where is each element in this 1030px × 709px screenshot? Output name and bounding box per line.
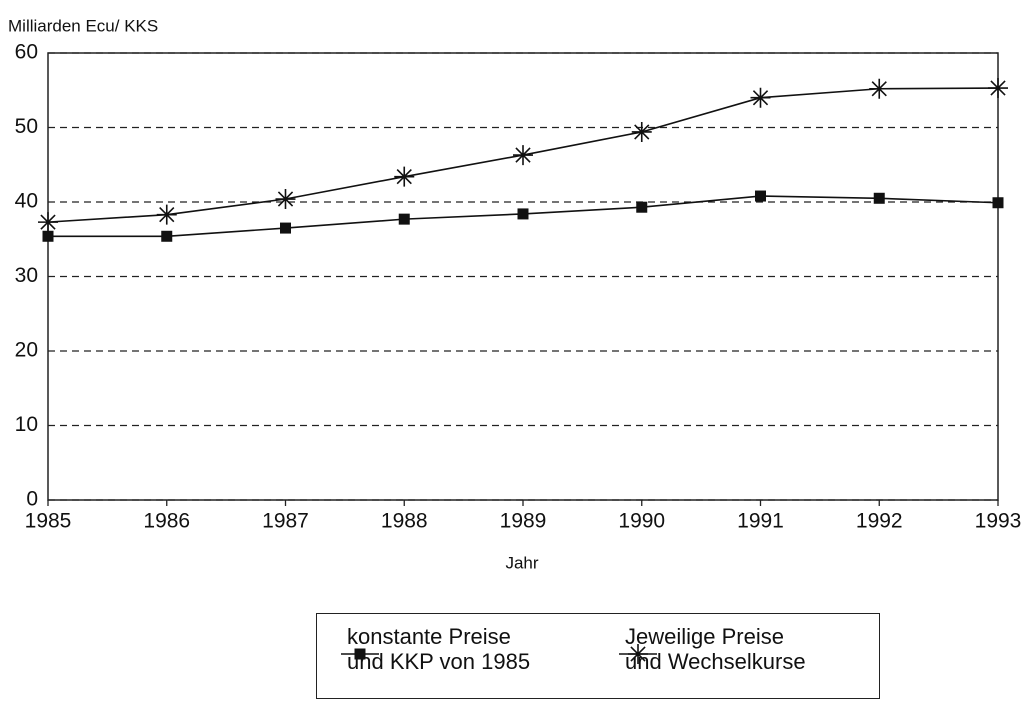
star-marker [750, 87, 771, 108]
legend-label: Jeweilige Preise und Wechselkurse [625, 624, 806, 674]
legend: konstante Preise und KKP von 1985 Jeweili… [316, 613, 880, 699]
x-tick-label: 1990 [618, 510, 665, 533]
x-tick-label: 1986 [143, 510, 190, 533]
x-tick-label: 1985 [25, 510, 72, 533]
square-marker [755, 190, 766, 202]
x-tick-label: 1988 [381, 510, 428, 533]
legend-label: konstante Preise und KKP von 1985 [347, 624, 531, 674]
square-marker [636, 201, 648, 213]
star-marker [869, 78, 890, 99]
square-marker [354, 648, 366, 660]
legend-symbol [619, 644, 657, 664]
square-marker [398, 213, 410, 225]
x-tick-label: 1989 [500, 510, 547, 533]
y-tick-label: 10 [15, 413, 38, 436]
y-tick-label: 20 [15, 339, 38, 362]
star-marker [275, 189, 296, 210]
square-marker [161, 230, 173, 242]
x-tick-label: 1993 [975, 510, 1022, 533]
square-marker [42, 230, 54, 242]
star-marker [988, 78, 1008, 99]
star-marker [156, 204, 177, 225]
square-marker [280, 222, 291, 234]
square-marker [517, 208, 529, 220]
y-tick-label: 30 [15, 264, 38, 287]
x-tick-label: 1992 [856, 510, 903, 533]
plot-frame [47, 52, 999, 501]
square-marker [992, 197, 1004, 209]
star-marker [513, 145, 533, 166]
x-tick-label: 1991 [737, 510, 784, 533]
y-tick-label: 50 [15, 115, 38, 138]
star-marker [628, 644, 648, 664]
legend-symbol [341, 648, 379, 660]
y-axis-label: Milliarden Ecu/ KKS [8, 16, 158, 35]
star-marker [38, 212, 58, 233]
x-axis-label: Jahr [505, 553, 538, 572]
legend-item: konstante Preise und KKP von 1985 [339, 624, 530, 674]
legend-item: Jeweilige Preise und Wechselkurse [617, 624, 806, 674]
square-marker [873, 192, 885, 204]
y-tick-label: 60 [15, 41, 38, 64]
y-tick-label: 40 [15, 190, 38, 213]
y-tick-label: 0 [26, 488, 38, 511]
x-tick-label: 1987 [262, 510, 309, 533]
star-marker [394, 166, 415, 187]
star-marker [631, 121, 652, 142]
